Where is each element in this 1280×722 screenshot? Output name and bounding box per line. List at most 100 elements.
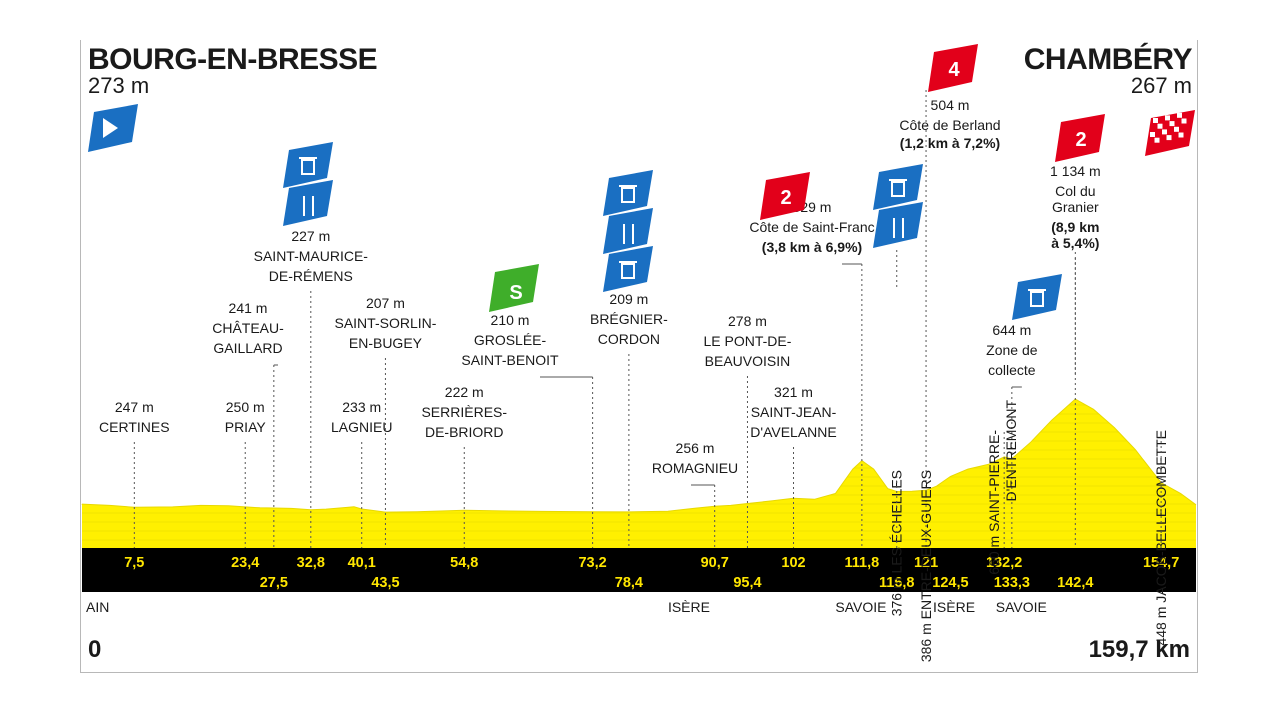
bin-glyph: [621, 187, 635, 203]
km-label: 142,4: [1057, 575, 1093, 591]
bin-icon: [873, 164, 923, 210]
km-label: 124,5: [932, 575, 968, 591]
km-label: 154,7: [1143, 555, 1179, 571]
place-label-vertical: D'ENTREMONT: [1003, 400, 1019, 502]
km-label: 32,8: [297, 555, 325, 571]
region-label: ISÈRE: [933, 599, 975, 615]
climb-category-label: 2: [1075, 129, 1086, 151]
place-label: DE-RÉMENS: [269, 268, 353, 284]
place-label: 247 m: [115, 399, 154, 415]
bin-icon: [603, 246, 653, 292]
feed-zone-icon: [603, 208, 653, 254]
checker-square: [1166, 135, 1172, 141]
km-label: 40,1: [348, 555, 376, 571]
place-label: ROMAGNIEU: [652, 460, 738, 476]
checker-square: [1177, 112, 1182, 118]
bin-glyph: [301, 159, 315, 175]
place-label: 209 m: [609, 291, 648, 307]
profile-area: [82, 399, 1196, 548]
climb-stats: (1,2 km à 7,2%): [900, 135, 1000, 151]
place-label: Zone de: [986, 342, 1038, 358]
km-label: 7,5: [124, 555, 144, 571]
feed-zone-icon: [283, 180, 333, 226]
place-label: SAINT-JEAN-: [751, 404, 837, 420]
play-glyph: [103, 118, 118, 138]
start-city: BOURG-EN-BRESSE: [88, 43, 378, 76]
place-label: D'AVELANNE: [750, 424, 836, 440]
km-label: 43,5: [371, 575, 399, 591]
place-label: collecte: [988, 362, 1036, 378]
place-label: SAINT-SORLIN-: [334, 315, 436, 331]
finish-city: CHAMBÉRY: [1023, 43, 1193, 76]
distance-total: 159,7 km: [1088, 636, 1190, 663]
place-label: 222 m: [445, 384, 484, 400]
profile-outline: [81, 398, 1197, 513]
region-label: SAVOIE: [835, 599, 886, 615]
place-label: BEAUVOISIN: [705, 353, 791, 369]
km-label: 23,4: [231, 555, 259, 571]
place-label: CHÂTEAU-: [212, 320, 284, 336]
checker-square: [1162, 129, 1167, 135]
chart-frame: [80, 40, 1198, 673]
place-label: 278 m: [728, 313, 767, 329]
climb-category-badge: [1055, 114, 1105, 162]
place-label: 227 m: [291, 228, 330, 244]
place-label: SAINT-BENOIT: [461, 352, 559, 368]
sprint-icon: [489, 264, 539, 312]
place-label: SAINT-MAURICE-: [254, 248, 369, 264]
km-label: 116,8: [879, 575, 915, 591]
place-label: LE PONT-DE-: [704, 333, 792, 349]
place-label-vertical: 386 m ENTRE-DEUX-GUIERS: [918, 470, 934, 662]
climb-stats: (8,9 km: [1051, 219, 1099, 235]
bin-glyph: [621, 263, 635, 279]
km-label: 132,2: [986, 555, 1022, 571]
start-elevation: 273 m: [88, 73, 150, 98]
place-label: SERRIÈRES-: [421, 404, 507, 420]
place-label: DE-BRIORD: [425, 424, 504, 440]
bin-glyph: [1030, 291, 1044, 307]
checker-square: [1169, 121, 1175, 127]
place-label: 233 m: [342, 399, 381, 415]
place-label: 250 m: [226, 399, 265, 415]
finish-elevation: 267 m: [1130, 73, 1192, 98]
place-label: BRÉGNIER-: [590, 311, 668, 327]
km-label: 121: [914, 555, 938, 571]
checker-square: [1181, 118, 1187, 124]
climb-category-badge: [760, 172, 810, 220]
km-label: 54,8: [450, 555, 478, 571]
km-label: 95,4: [733, 575, 761, 591]
region-label: ISÈRE: [668, 599, 710, 615]
place-label: Granier: [1052, 199, 1099, 215]
bin-icon: [1012, 274, 1062, 320]
profile-sky-mask: [82, 360, 1196, 513]
checker-square: [1154, 137, 1160, 143]
place-label: 207 m: [366, 295, 405, 311]
km-label: 90,7: [701, 555, 729, 571]
checker-square: [1153, 118, 1158, 123]
place-label: 644 m: [992, 322, 1031, 338]
place-label: LAGNIEU: [331, 419, 392, 435]
checker-square: [1165, 115, 1170, 121]
checker-square: [1178, 132, 1184, 138]
climb-category-badge: [928, 44, 978, 92]
climb-stats: à 5,4%): [1051, 235, 1099, 251]
sprint-label: S: [509, 282, 522, 304]
km-label: 111,8: [845, 555, 880, 571]
distance-start: 0: [88, 636, 102, 663]
place-label-vertical: 660 m SAINT-PIERRE-: [986, 430, 1002, 575]
place-label-vertical: 376 m LES ÉCHELLES: [889, 470, 905, 616]
place-label: CORDON: [598, 331, 660, 347]
place-label: EN-BUGEY: [349, 335, 423, 351]
climb-category-label: 4: [948, 59, 960, 81]
checker-square: [1174, 126, 1179, 132]
place-label: PRIAY: [225, 419, 267, 435]
place-label: 1 134 m: [1050, 163, 1101, 179]
bin-icon: [283, 142, 333, 188]
bin-icon: [603, 170, 653, 216]
checker-square: [1150, 132, 1155, 137]
checker-square: [1157, 123, 1163, 129]
place-label: Côte de Saint-Franc: [749, 219, 874, 235]
km-bar: [82, 548, 1196, 592]
place-label: Col du: [1055, 183, 1095, 199]
